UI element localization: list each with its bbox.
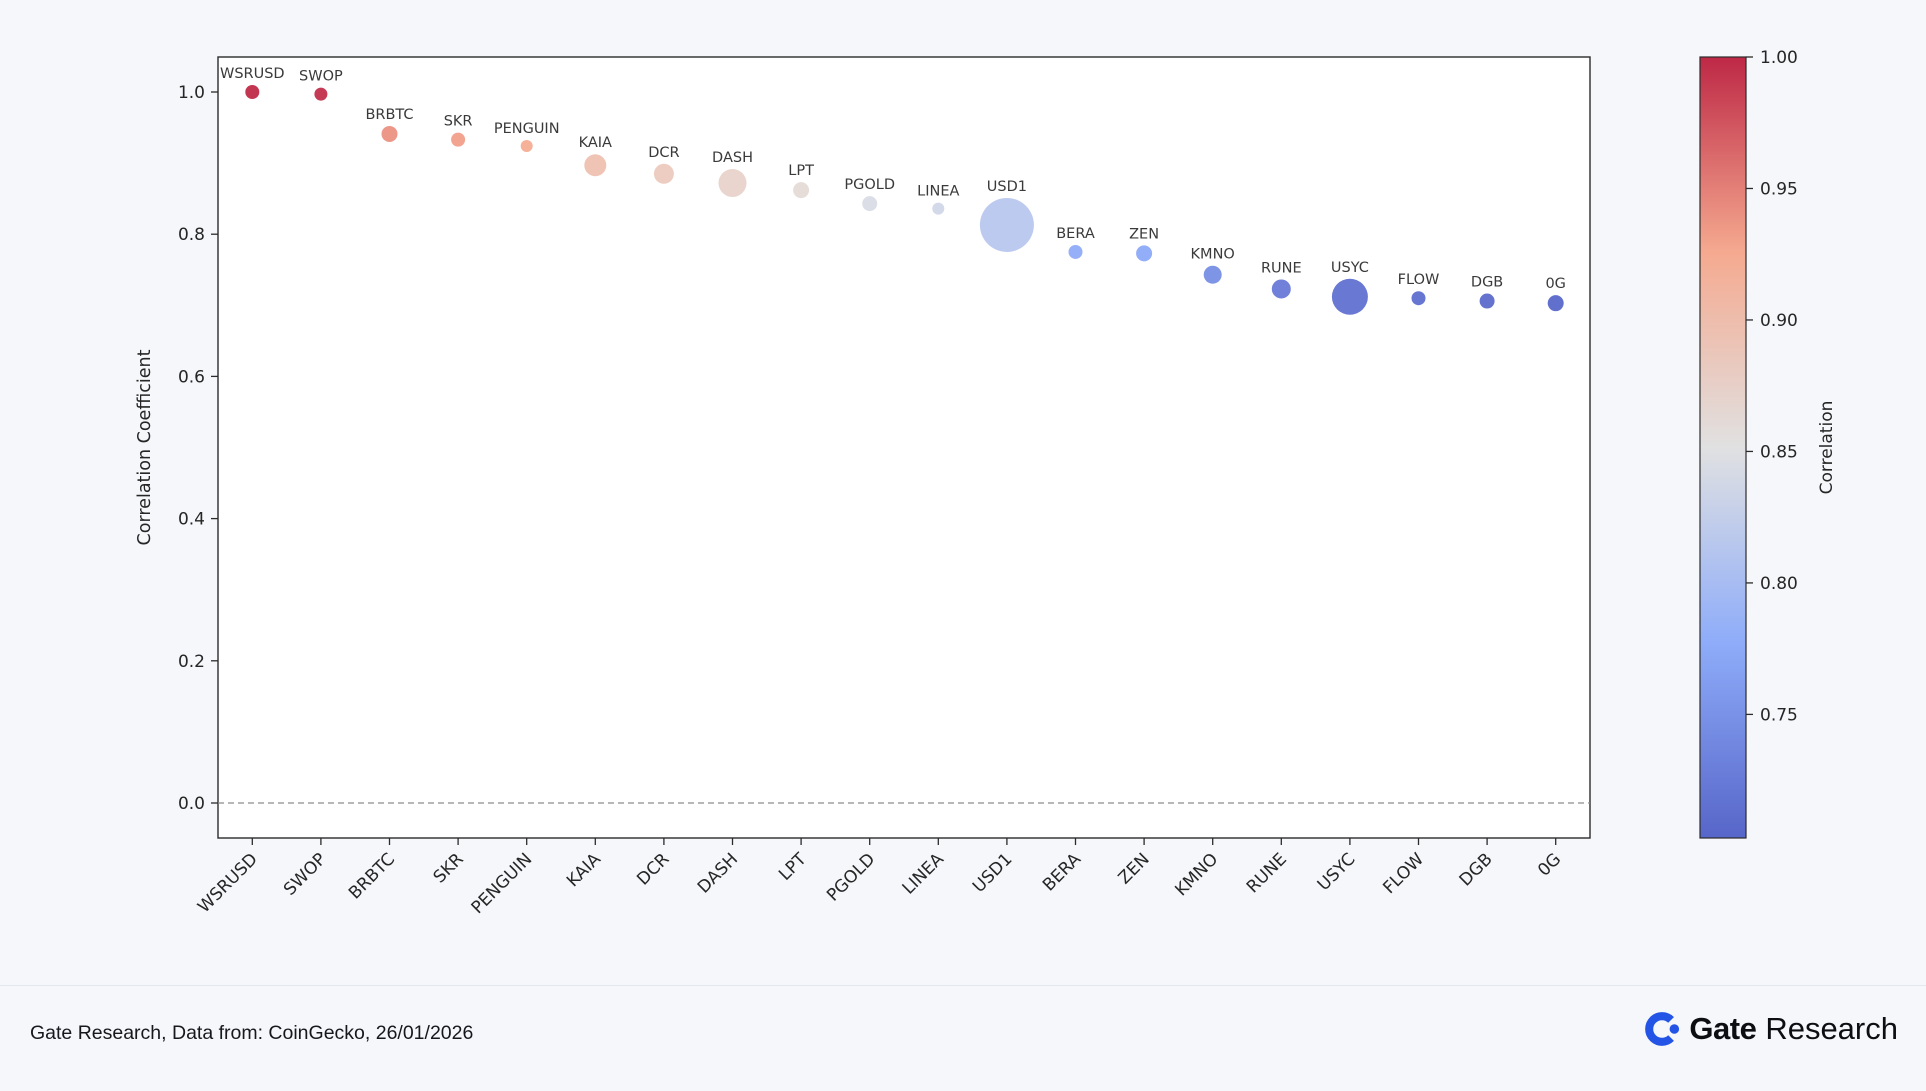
colorbar-tick-label: 0.80 <box>1760 574 1798 594</box>
y-axis-label: Correlation Coefficient <box>135 349 155 545</box>
bubble-label-SWOP: SWOP <box>299 69 343 85</box>
x-tick-label-KAIA: KAIA <box>563 849 605 891</box>
x-tick-label-DGB: DGB <box>1456 849 1497 890</box>
logo-research-text: Research <box>1765 1011 1898 1046</box>
plot-area <box>217 56 1591 839</box>
bubble-label-LINEA: LINEA <box>917 184 959 200</box>
bubble-label-PENGUIN: PENGUIN <box>494 121 560 137</box>
bubble-label-DASH: DASH <box>712 150 753 166</box>
x-tick-label-USD1: USD1 <box>969 849 1016 896</box>
x-tick-label-LPT: LPT <box>775 849 811 885</box>
x-tick-label-BERA: BERA <box>1039 849 1085 895</box>
gate-logo-ring <box>1645 1012 1675 1046</box>
bubble-label-WSRUSD: WSRUSD <box>220 66 285 82</box>
source-attribution: Gate Research, Data from: CoinGecko, 26/… <box>30 1022 474 1044</box>
x-tick-label-RUNE: RUNE <box>1243 849 1291 897</box>
colorbar-tick-label: 1.00 <box>1760 48 1798 68</box>
bubble-label-BRBTC: BRBTC <box>365 107 413 123</box>
y-tick-label: 0.0 <box>178 794 205 814</box>
bubble-label-FLOW: FLOW <box>1398 272 1440 288</box>
colorbar-tick-label: 0.95 <box>1760 179 1798 199</box>
x-tick-label-ZEN: ZEN <box>1115 849 1154 888</box>
bubble-label-BERA: BERA <box>1056 226 1095 242</box>
x-tick-label-DCR: DCR <box>633 849 673 889</box>
bubble-DASH <box>718 169 747 198</box>
bubble-label-KAIA: KAIA <box>579 135 612 151</box>
colorbar-tick-label: 0.85 <box>1760 442 1798 462</box>
footer-divider <box>0 985 1926 986</box>
x-tick-label-DASH: DASH <box>694 849 742 897</box>
y-tick-label: 0.4 <box>178 510 205 530</box>
bubble-RUNE <box>1271 279 1291 299</box>
bubble-label-0G: 0G <box>1545 276 1565 292</box>
y-tick-label: 0.8 <box>178 225 205 245</box>
x-tick-label-0G: 0G <box>1534 849 1565 880</box>
bubble-USYC <box>1331 278 1368 315</box>
x-tick-label-PENGUIN: PENGUIN <box>468 849 537 918</box>
colorbar-tick-label: 0.75 <box>1760 705 1798 725</box>
x-tick-label-BRBTC: BRBTC <box>345 849 399 903</box>
bubble-label-USYC: USYC <box>1331 260 1369 276</box>
bubble-label-DGB: DGB <box>1471 275 1503 291</box>
bubble-DGB <box>1479 293 1495 309</box>
bubble-LPT <box>793 182 810 199</box>
bubble-label-SKR: SKR <box>444 114 473 130</box>
bubble-label-ZEN: ZEN <box>1129 226 1159 242</box>
y-tick-label: 0.6 <box>178 367 205 387</box>
bubble-label-DCR: DCR <box>648 145 679 161</box>
x-tick-label-PGOLD: PGOLD <box>823 849 879 905</box>
bubble-FLOW <box>1411 291 1426 306</box>
colorbar <box>1699 56 1747 839</box>
y-tick-label: 0.2 <box>178 652 205 672</box>
bubble-PENGUIN <box>520 140 533 153</box>
x-tick-label-FLOW: FLOW <box>1379 849 1428 898</box>
bubble-PGOLD <box>862 196 878 212</box>
bubble-DCR <box>653 163 674 184</box>
bubble-label-RUNE: RUNE <box>1261 260 1302 276</box>
x-tick-label-USYC: USYC <box>1314 849 1360 895</box>
x-tick-label-WSRUSD: WSRUSD <box>194 849 262 917</box>
bubble-ZEN <box>1136 245 1153 262</box>
bubble-BRBTC <box>381 125 398 142</box>
bubble-SWOP <box>314 87 328 101</box>
x-tick-label-SWOP: SWOP <box>280 849 330 899</box>
bubble-0G <box>1547 295 1564 312</box>
bubble-label-USD1: USD1 <box>987 179 1027 195</box>
bubble-USD1 <box>979 197 1034 252</box>
gate-logo-dot <box>1669 1024 1680 1034</box>
x-tick-label-LINEA: LINEA <box>899 849 948 898</box>
bubble-BERA <box>1068 244 1083 259</box>
bubble-KMNO <box>1203 265 1222 284</box>
y-tick-label: 1.0 <box>178 83 205 103</box>
bubble-label-PGOLD: PGOLD <box>844 177 895 193</box>
logo-gate-text: Gate <box>1689 1011 1757 1046</box>
bubble-LINEA <box>932 202 945 215</box>
x-tick-label-KMNO: KMNO <box>1171 849 1222 900</box>
bubble-WSRUSD <box>245 85 260 99</box>
x-tick-label-SKR: SKR <box>430 849 468 887</box>
gate-research-logo: Gate Research <box>1643 1010 1898 1048</box>
colorbar-tick-label: 0.90 <box>1760 311 1798 331</box>
bubble-SKR <box>451 132 466 147</box>
gate-logo-icon <box>1645 1012 1680 1046</box>
bubble-KAIA <box>584 154 607 177</box>
bubble-label-KMNO: KMNO <box>1191 247 1235 263</box>
colorbar-label: Correlation <box>1817 401 1837 495</box>
bubble-label-LPT: LPT <box>788 163 814 179</box>
